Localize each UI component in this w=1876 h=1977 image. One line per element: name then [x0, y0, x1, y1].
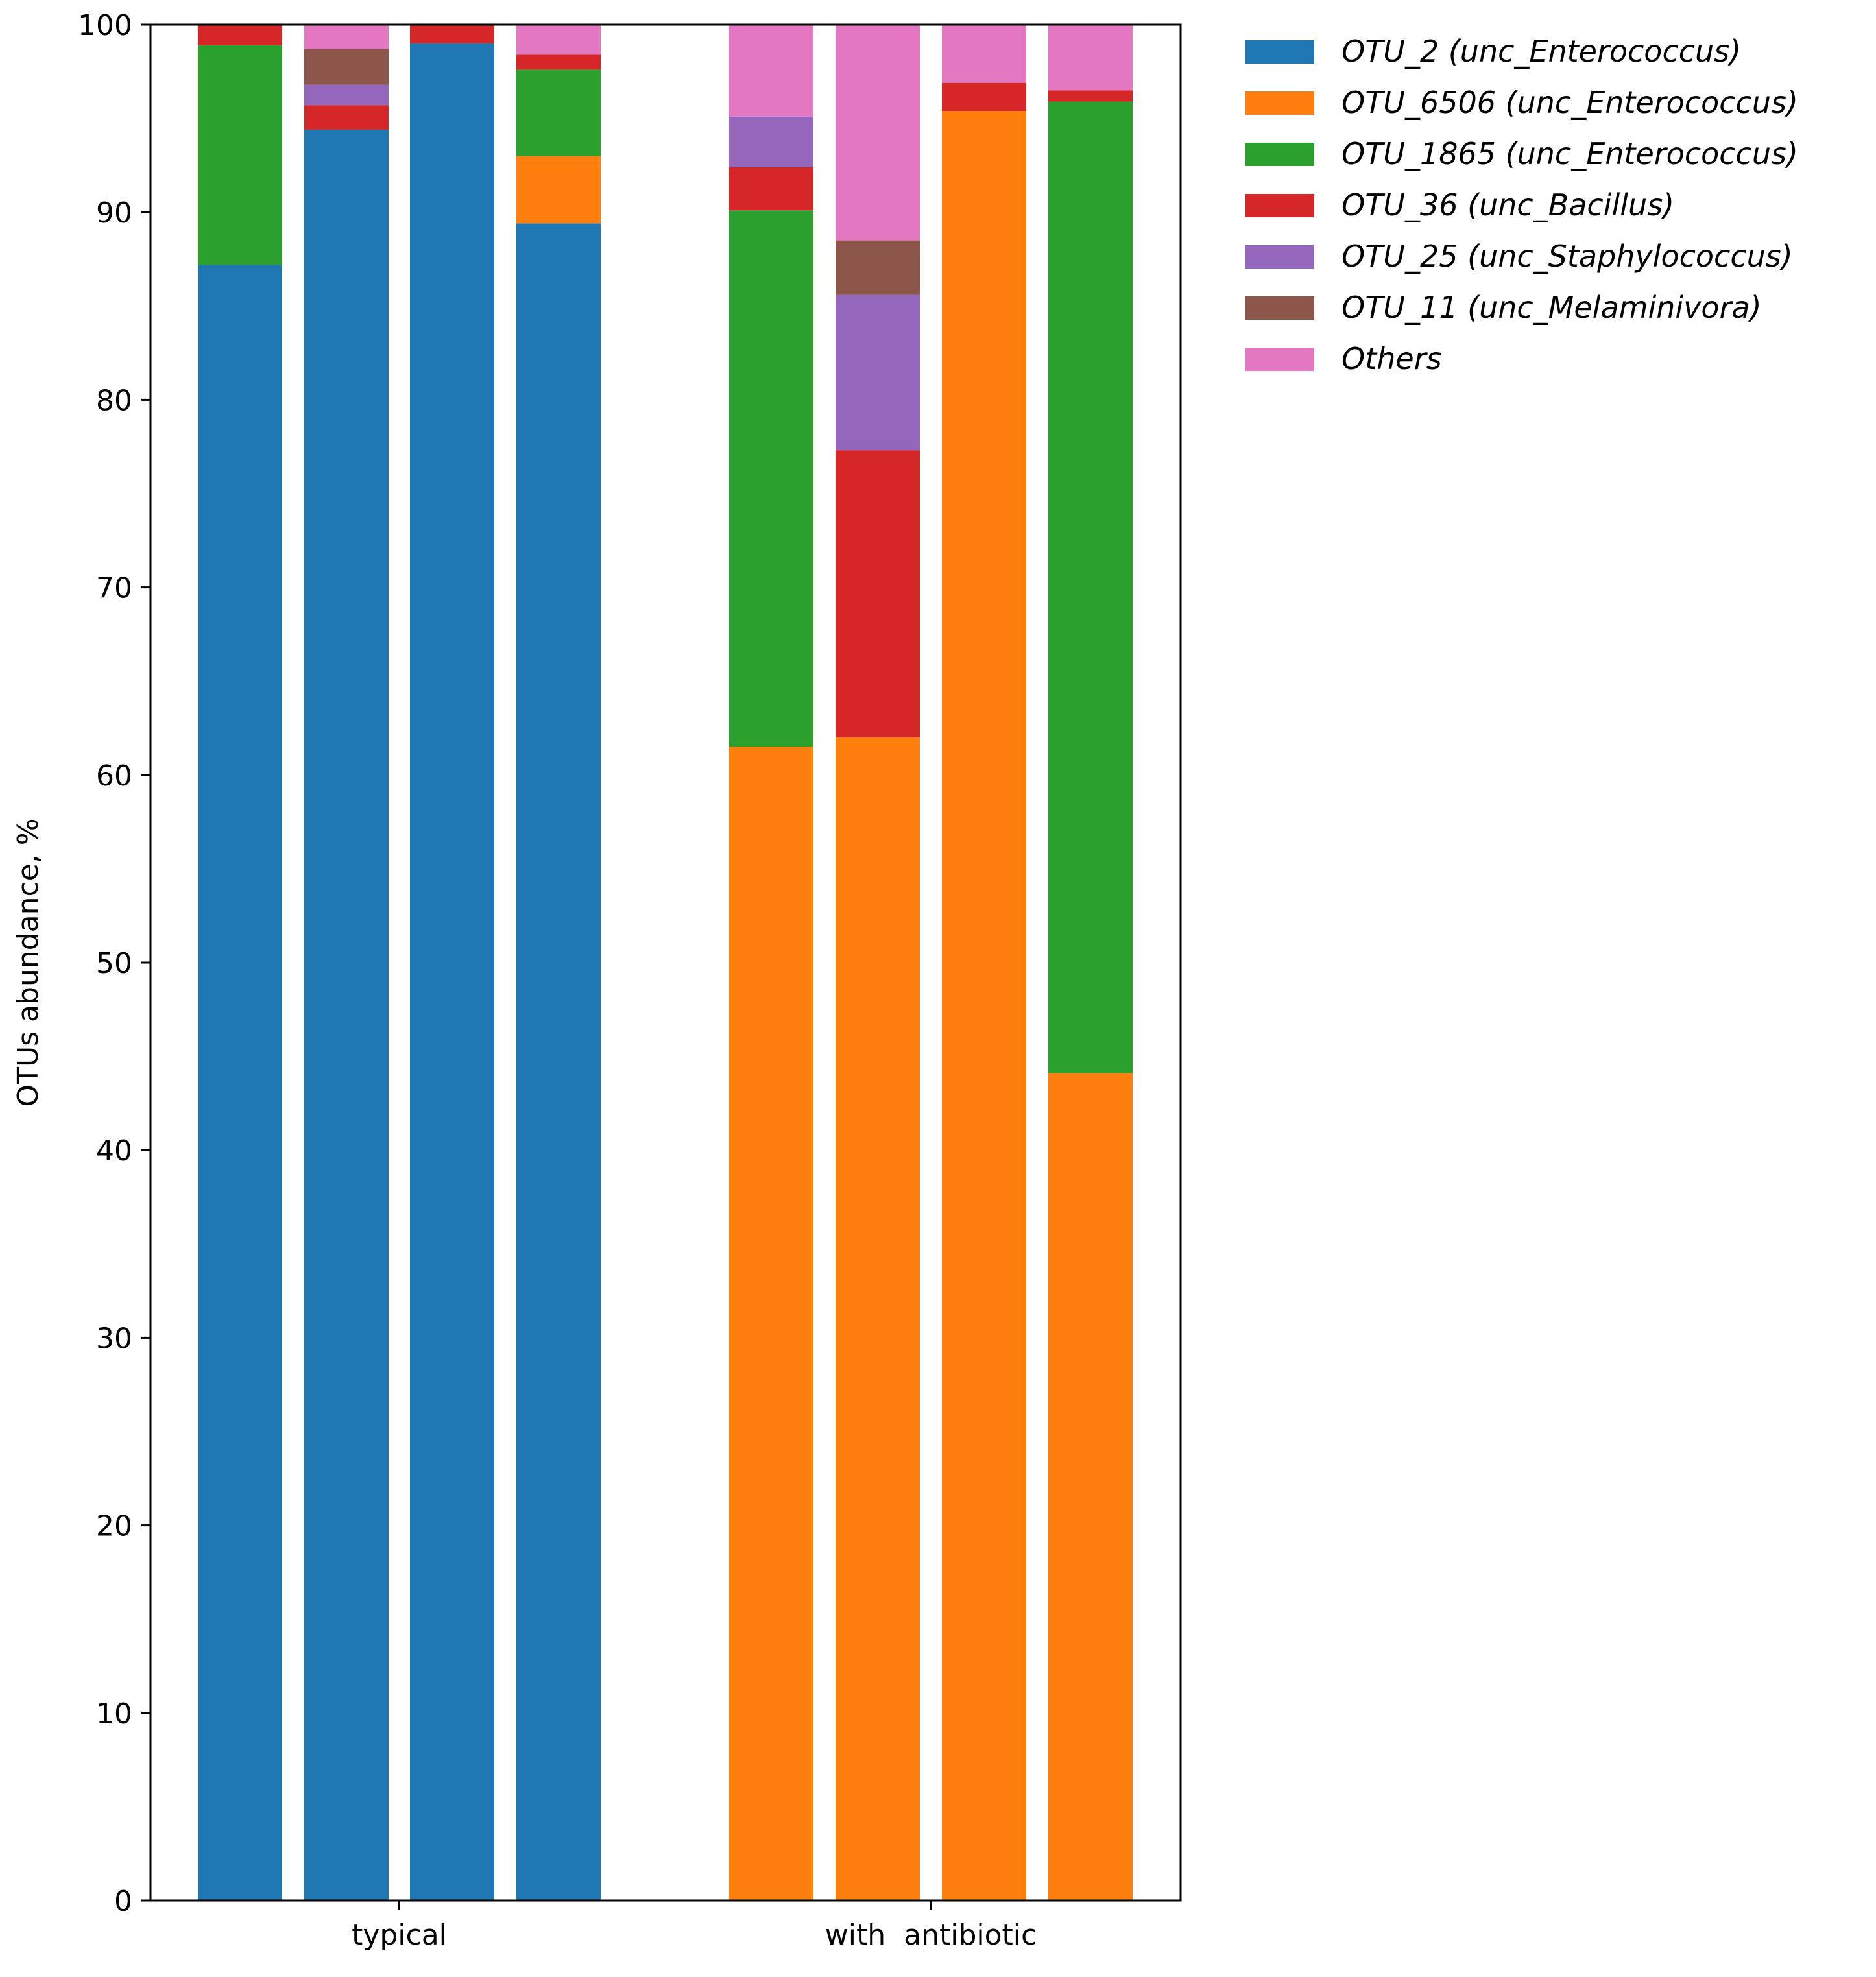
- y-tick-label: 50: [96, 947, 132, 980]
- legend: OTU_2 (unc_Enterococcus) OTU_6506 (unc_En…: [1245, 34, 1798, 376]
- bar-segment-5-series-5: [729, 116, 813, 167]
- x-tick-label-1: typical: [352, 1919, 447, 1952]
- bar-segment-1-series-4: [198, 25, 282, 45]
- bar-segment-5-series-3: [729, 210, 813, 747]
- bar-segment-1-series-3: [198, 45, 282, 265]
- bar-segment-4-series-3: [516, 69, 601, 156]
- legend-label-3: OTU_1865 (unc_Enterococcus): [1341, 136, 1798, 171]
- y-tick-label: 60: [96, 760, 132, 793]
- bar-segment-6-series-6: [836, 240, 920, 295]
- bar-segment-1-series-1: [198, 265, 282, 1900]
- bar-segment-3-series-1: [410, 43, 494, 1901]
- bar-segment-4-series-1: [516, 223, 601, 1900]
- legend-label-7: Others: [1341, 341, 1442, 376]
- bar-segment-6-series-2: [836, 737, 920, 1900]
- bar-segment-8-series-2: [1048, 1073, 1133, 1900]
- x-tick-label-2: with antibiotic: [825, 1919, 1037, 1952]
- bar-segment-8-series-3: [1048, 101, 1133, 1073]
- bar-segment-7-series-2: [942, 111, 1026, 1901]
- y-tick-label: 90: [96, 197, 132, 230]
- bar-segment-7-series-7: [942, 25, 1026, 83]
- y-tick-label: 10: [96, 1697, 132, 1731]
- y-tick-label: 100: [78, 9, 132, 42]
- bar-segment-3-series-4: [410, 25, 494, 43]
- y-tick-label: 20: [96, 1510, 132, 1543]
- bars-layer: [198, 25, 1133, 1901]
- y-axis: 0 10 20 30 40 50 60 70 80 90 100: [78, 9, 150, 1918]
- y-axis-label: OTUs abundance, %: [12, 818, 45, 1107]
- bar-segment-4-series-2: [516, 156, 601, 224]
- bar-segment-6-series-5: [836, 294, 920, 451]
- y-tick-label: 40: [96, 1134, 132, 1168]
- bar-segment-6-series-7: [836, 25, 920, 241]
- legend-swatch-1: [1245, 40, 1314, 64]
- bar-segment-8-series-7: [1048, 25, 1133, 91]
- bar-segment-2-series-5: [304, 84, 389, 106]
- legend-swatch-6: [1245, 296, 1314, 320]
- bar-segment-2-series-4: [304, 105, 389, 130]
- bar-segment-5-series-2: [729, 747, 813, 1900]
- y-tick-label: 0: [114, 1885, 132, 1918]
- bar-segment-5-series-7: [729, 25, 813, 117]
- bar-segment-4-series-4: [516, 54, 601, 70]
- bar-segment-6-series-4: [836, 450, 920, 737]
- x-axis: typical with antibiotic: [352, 1900, 1037, 1952]
- legend-swatch-7: [1245, 348, 1314, 371]
- legend-label-4: OTU_36 (unc_Bacillus): [1341, 187, 1674, 222]
- bar-segment-5-series-4: [729, 167, 813, 211]
- bar-segment-4-series-7: [516, 25, 601, 55]
- legend-swatch-3: [1245, 143, 1314, 166]
- legend-swatch-2: [1245, 91, 1314, 115]
- legend-label-2: OTU_6506 (unc_Enterococcus): [1341, 85, 1798, 120]
- legend-label-1: OTU_2 (unc_Enterococcus): [1341, 34, 1741, 69]
- bar-segment-2-series-1: [304, 129, 389, 1901]
- bar-segment-7-series-4: [942, 82, 1026, 112]
- bar-segment-8-series-4: [1048, 90, 1133, 102]
- legend-swatch-5: [1245, 245, 1314, 269]
- bar-segment-2-series-6: [304, 49, 389, 85]
- bar-segment-2-series-7: [304, 25, 389, 49]
- legend-label-5: OTU_25 (unc_Staphylococcus): [1341, 239, 1793, 274]
- legend-swatch-4: [1245, 194, 1314, 217]
- legend-label-6: OTU_11 (unc_Melaminivora): [1341, 290, 1762, 325]
- y-tick-label: 30: [96, 1322, 132, 1355]
- y-tick-label: 70: [96, 572, 132, 605]
- y-tick-label: 80: [96, 384, 132, 417]
